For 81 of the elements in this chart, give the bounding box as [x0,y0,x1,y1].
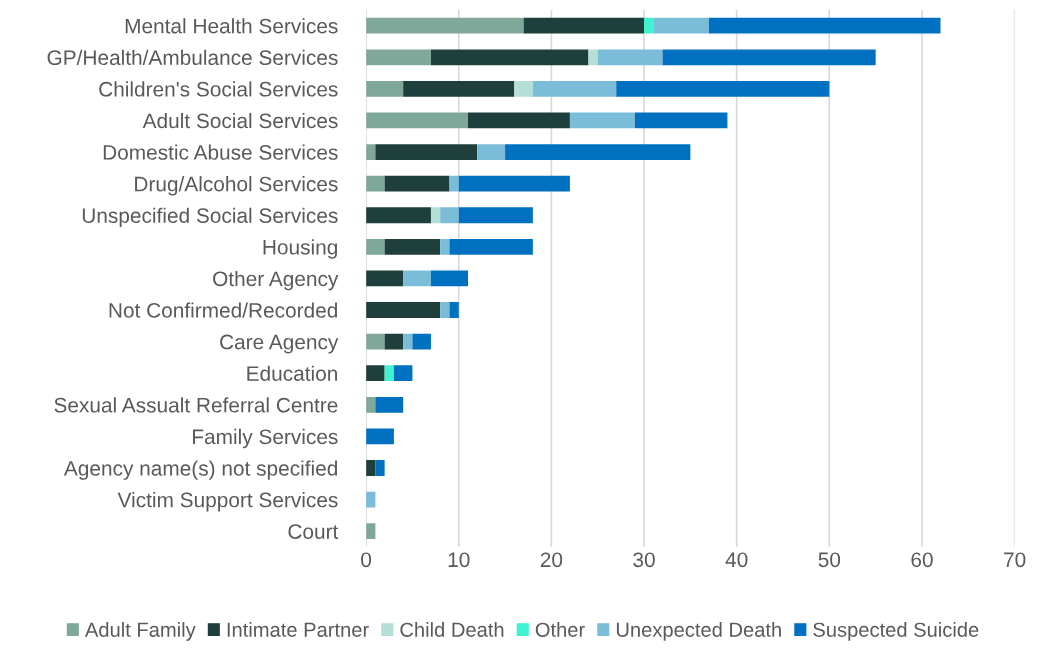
x-tick-label: 40 [725,552,748,568]
x-tick-label: 60 [911,552,933,568]
y-tick-label: Mental Health Services [125,18,338,34]
bar [532,80,617,97]
legend-label: Unexpected Death [616,622,781,641]
bar [458,207,533,224]
y-tick-label: Family Services [193,428,338,449]
bar [514,80,533,97]
bar [440,207,459,224]
bar [477,144,506,160]
bar [366,238,385,255]
legend-label: Suspected Suicide [813,622,979,641]
legend-label: Other [535,622,585,637]
bar [662,49,876,66]
y-tick-label: Agency name(s) not specified [63,460,337,480]
x-tick-label: 0 [361,552,372,568]
y-tick-label: Children's Social Services [99,81,338,97]
bar [403,80,515,97]
bar [449,175,459,192]
legend-label: Adult Family [84,622,196,641]
y-tick-label: Domestic Abuse Services [103,144,338,160]
bar [588,49,598,66]
y-tick-label: Court [288,524,339,539]
y-tick-label: Victim Support Services [117,492,338,512]
bar [375,460,385,476]
y-tick-label: Not Confirmed/Recorded [109,302,337,318]
x-tick-label: 30 [633,552,655,568]
bar [366,112,469,129]
bar [393,365,413,382]
bar [366,207,431,224]
bar [375,396,404,413]
bar [449,302,459,318]
bar [523,17,645,34]
y-tick-label: Education [247,365,337,381]
bar [597,49,663,66]
bar [634,112,728,129]
bar [366,175,385,192]
bar [366,365,385,382]
bar [616,80,830,97]
bar [366,17,524,34]
bar [440,238,450,255]
x-tick-label: 10 [448,552,470,568]
bar [458,175,570,192]
x-tick-label: 20 [540,552,563,568]
y-tick-label: Unspecified Social Services [82,207,338,228]
legend-label: Intimate Partner [227,622,369,637]
bar [644,17,654,34]
bar [366,333,385,350]
y-tick-label: Drug/Alcohol Services [135,176,338,196]
bar [366,80,404,97]
bar [384,175,450,192]
y-tick-label: Housing [263,239,337,259]
bar [569,112,635,129]
y-tick-label: Sexual Assualt Referral Centre [54,397,338,413]
bar [449,238,533,255]
x-tick-label: 70 [1004,552,1026,568]
y-tick-label: GP/Health/Ambulance Services [47,49,338,66]
bar [430,270,469,287]
bar [430,49,589,66]
bar [403,333,413,350]
x-tick-label: 50 [818,552,841,568]
bar [468,112,570,129]
bar [366,302,441,318]
bar [366,270,404,287]
bar [505,144,691,160]
bar [384,333,404,350]
y-tick-label: Care Agency [220,334,339,354]
legend-label: Child Death [400,622,504,637]
bar [366,49,431,66]
bar [403,270,431,287]
bar [412,333,431,350]
bar [708,17,941,34]
bar [384,365,394,382]
bar [375,144,478,160]
y-tick-label: Other Agency [213,270,339,291]
bar [366,428,394,445]
bar [384,238,441,255]
bar [430,207,441,224]
y-tick-label: Adult Social Services [142,112,338,129]
bar [653,17,709,34]
bar [440,302,450,318]
